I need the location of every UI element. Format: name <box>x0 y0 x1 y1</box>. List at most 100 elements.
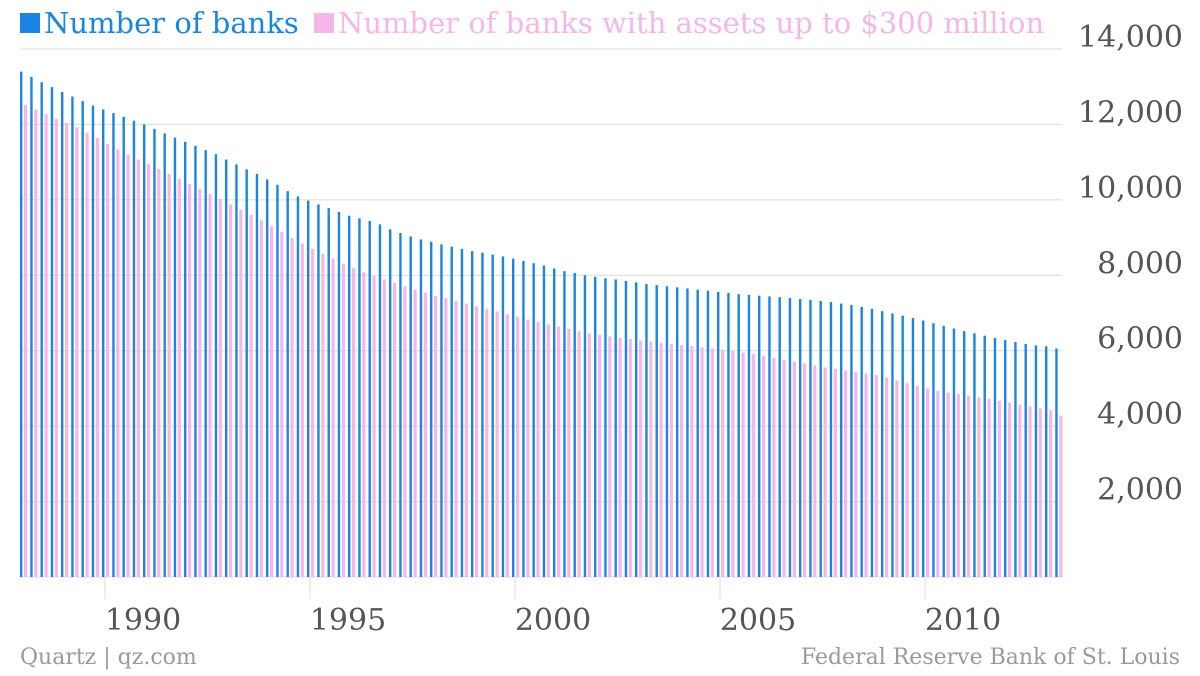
y-tick-label: 2,000 <box>1097 473 1183 508</box>
bar-small-banks <box>54 118 58 578</box>
bar-banks <box>327 208 330 577</box>
bar-banks <box>1045 346 1048 577</box>
bar-banks <box>809 299 812 577</box>
bar-small-banks <box>680 345 684 577</box>
bar-small-banks <box>177 178 181 578</box>
bar-small-banks <box>967 395 971 577</box>
bar-banks <box>778 297 781 577</box>
bar-banks <box>440 244 443 578</box>
bar-small-banks <box>813 365 817 577</box>
bar-small-banks <box>864 373 868 577</box>
bar-small-banks <box>423 292 427 577</box>
bar-small-banks <box>218 198 222 577</box>
bar-banks <box>501 256 505 577</box>
bar-banks <box>276 184 279 577</box>
bar-small-banks <box>331 258 335 577</box>
bar-banks <box>819 300 822 577</box>
bar-small-banks <box>649 341 653 577</box>
bar-small-banks <box>772 357 776 577</box>
legend-item-banks: Number of banks <box>20 6 299 40</box>
bar-banks <box>409 236 412 577</box>
bar-banks <box>50 87 54 577</box>
bar-small-banks <box>280 231 284 577</box>
bar-banks <box>829 302 833 577</box>
bar-banks <box>399 233 402 577</box>
bar-small-banks <box>229 204 233 577</box>
bar-small-banks <box>1028 406 1032 577</box>
bar-banks <box>378 224 382 577</box>
bar-banks <box>583 275 587 577</box>
bar-small-banks <box>454 300 458 577</box>
bar-small-banks <box>85 132 89 577</box>
bar-banks <box>747 294 751 577</box>
bar-small-banks <box>803 363 807 577</box>
bar-banks <box>952 328 956 577</box>
bar-small-banks <box>300 243 304 577</box>
bar-small-banks <box>526 319 530 577</box>
bar-small-banks <box>516 316 520 577</box>
bar-small-banks <box>95 138 99 577</box>
bar-banks <box>963 331 966 577</box>
bar-banks <box>153 128 156 577</box>
bar-banks <box>163 133 166 578</box>
bar-small-banks <box>874 374 878 577</box>
bar-banks <box>20 71 23 577</box>
bar-banks <box>604 278 607 577</box>
bar-banks <box>911 317 915 577</box>
bar-banks <box>1004 340 1007 577</box>
bar-banks <box>1055 348 1058 577</box>
bar-banks <box>71 96 74 578</box>
y-tick-label: 8,000 <box>1097 246 1183 281</box>
grid-lines <box>20 48 1062 599</box>
bar-banks <box>696 289 699 577</box>
bar-small-banks <box>485 308 489 577</box>
bar-banks <box>266 179 269 577</box>
bar-small-banks <box>659 342 663 577</box>
y-tick-label: 10,000 <box>1078 171 1183 206</box>
x-tick-label: 1990 <box>105 603 181 638</box>
bar-small-banks <box>628 339 632 577</box>
bar-banks <box>255 173 259 577</box>
bar-small-banks <box>854 371 858 577</box>
bar-small-banks <box>1059 415 1063 577</box>
bar-banks <box>317 204 320 577</box>
footer-credit: Quartz | qz.com <box>20 645 197 670</box>
bar-banks <box>891 313 894 577</box>
bar-banks <box>81 101 84 577</box>
bar-banks <box>563 271 566 577</box>
bar-small-banks <box>956 394 960 577</box>
bar-banks <box>419 239 423 577</box>
series-small-banks-bars <box>24 104 1063 578</box>
bar-banks <box>860 306 863 577</box>
bar-small-banks <box>577 331 581 577</box>
bar-small-banks <box>987 398 991 577</box>
bar-banks <box>624 280 628 577</box>
bar-banks <box>40 82 43 577</box>
bar-small-banks <box>249 214 253 577</box>
bar-small-banks <box>1038 408 1042 577</box>
bar-banks <box>1014 342 1017 577</box>
chart-legend: Number of banks Number of banks with ass… <box>20 6 1050 40</box>
bar-small-banks <box>915 385 919 577</box>
bar-banks <box>460 248 464 577</box>
bar-banks <box>717 291 720 577</box>
bar-small-banks <box>782 359 786 577</box>
bar-small-banks <box>136 159 140 577</box>
bar-banks <box>850 305 853 577</box>
bar-banks <box>665 286 669 577</box>
bar-banks <box>532 263 535 577</box>
bar-small-banks <box>844 370 848 577</box>
bar-small-banks <box>444 298 448 577</box>
bar-banks <box>389 229 392 577</box>
bar-banks <box>553 268 556 577</box>
bar-banks <box>676 287 679 577</box>
bar-banks <box>788 297 792 577</box>
bar-banks <box>194 145 197 577</box>
bar-small-banks <box>362 272 366 577</box>
bar-banks <box>368 220 371 577</box>
bar-small-banks <box>895 380 899 577</box>
bar-small-banks <box>700 347 704 577</box>
bar-small-banks <box>731 351 735 577</box>
bar-small-banks <box>116 149 120 577</box>
